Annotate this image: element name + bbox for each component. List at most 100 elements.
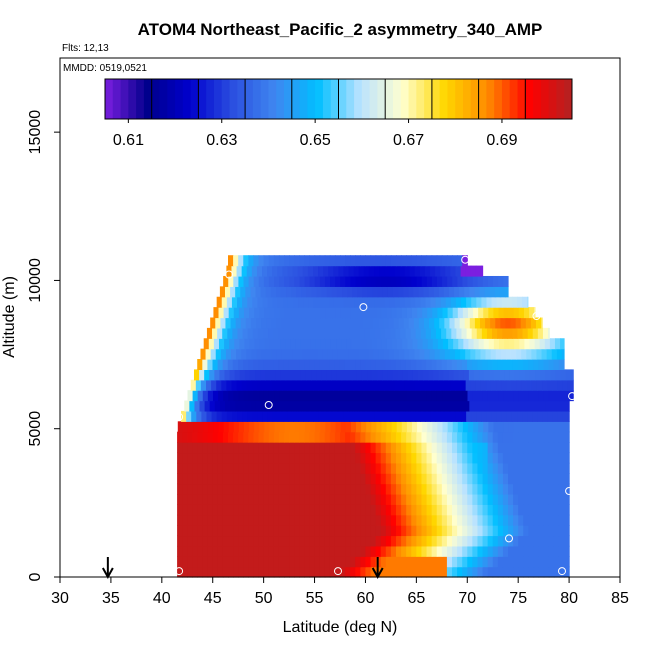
heatmap-cell bbox=[350, 275, 357, 287]
heatmap-cell bbox=[303, 410, 309, 422]
heatmap-cell bbox=[444, 348, 451, 360]
heatmap-cell bbox=[478, 338, 485, 350]
heatmap-cell bbox=[431, 275, 438, 287]
heatmap-cell bbox=[309, 255, 316, 267]
heatmap-cell bbox=[446, 462, 453, 474]
heatmap-cell bbox=[482, 452, 489, 464]
heatmap-cell bbox=[289, 442, 295, 454]
colorbar-swatch bbox=[556, 79, 565, 119]
heatmap-cell bbox=[349, 296, 355, 308]
heatmap-cell bbox=[461, 359, 468, 370]
heatmap-cell bbox=[423, 400, 430, 412]
heatmap-cell bbox=[489, 400, 496, 412]
heatmap-cell bbox=[511, 379, 518, 391]
heatmap-cell bbox=[356, 338, 363, 350]
heatmap-cell bbox=[268, 504, 275, 516]
heatmap-cell bbox=[426, 473, 433, 485]
heatmap-cell bbox=[243, 431, 249, 443]
heatmap-cell bbox=[233, 545, 239, 557]
heatmap-cell bbox=[374, 410, 381, 422]
heatmap-cell bbox=[396, 566, 402, 578]
heatmap-cell bbox=[187, 452, 193, 464]
heatmap-cell bbox=[326, 400, 333, 412]
heatmap-cell bbox=[240, 286, 246, 298]
heatmap-cell bbox=[384, 379, 390, 391]
heatmap-cell bbox=[312, 348, 319, 360]
heatmap-cell bbox=[492, 556, 499, 568]
heatmap-cell bbox=[319, 493, 326, 505]
heatmap-cell bbox=[548, 504, 555, 516]
colorbar-swatch bbox=[338, 79, 347, 119]
heatmap-cell bbox=[538, 556, 545, 568]
heatmap-cell bbox=[385, 473, 392, 485]
heatmap-cell bbox=[416, 525, 423, 537]
heatmap-cell bbox=[314, 504, 321, 516]
heatmap-cell bbox=[457, 473, 463, 485]
heatmap-cell bbox=[347, 286, 353, 298]
heatmap-cell bbox=[492, 483, 499, 495]
heatmap-cell bbox=[359, 327, 366, 339]
heatmap-cell bbox=[548, 525, 555, 537]
heatmap-cell bbox=[216, 379, 222, 391]
heatmap-cell bbox=[235, 286, 241, 298]
heatmap-cell bbox=[361, 338, 368, 350]
heatmap-cell bbox=[406, 255, 412, 267]
heatmap-cell bbox=[416, 504, 423, 516]
heatmap-cell bbox=[510, 400, 516, 412]
heatmap-cell bbox=[558, 556, 565, 568]
heatmap-cell bbox=[314, 545, 321, 557]
heatmap-cell bbox=[231, 379, 238, 391]
heatmap-cell bbox=[217, 431, 224, 443]
heatmap-cell bbox=[502, 359, 509, 370]
heatmap-cell bbox=[294, 255, 300, 267]
heatmap-cell bbox=[380, 442, 387, 454]
heatmap-cell bbox=[328, 410, 335, 422]
heatmap-cell bbox=[238, 514, 244, 526]
heatmap-cell bbox=[487, 473, 494, 485]
heatmap-cell bbox=[373, 348, 380, 360]
heatmap-cell bbox=[462, 255, 468, 267]
heatmap-cell bbox=[536, 348, 543, 360]
heatmap-cell bbox=[299, 390, 306, 402]
heatmap-cell bbox=[273, 431, 280, 443]
colorbar-swatch bbox=[112, 79, 122, 119]
heatmap-cell bbox=[502, 431, 509, 443]
heatmap-cell bbox=[462, 514, 468, 526]
heatmap-cell bbox=[247, 410, 253, 422]
heatmap-cell bbox=[374, 327, 381, 339]
heatmap-cell bbox=[396, 514, 402, 526]
heatmap-cell bbox=[513, 421, 520, 433]
heatmap-cell bbox=[442, 307, 449, 319]
heatmap-cell bbox=[299, 556, 305, 568]
heatmap-cell bbox=[467, 514, 473, 526]
heatmap-cell bbox=[349, 359, 356, 370]
heatmap-cell bbox=[197, 390, 204, 402]
heatmap-cell bbox=[467, 442, 473, 454]
heatmap-cell bbox=[182, 566, 188, 578]
heatmap-cell bbox=[355, 525, 361, 537]
heatmap-cell bbox=[273, 545, 280, 557]
heatmap-cell bbox=[452, 452, 458, 464]
heatmap-cell bbox=[536, 379, 543, 391]
heatmap-cell bbox=[514, 338, 520, 350]
heatmap-cell bbox=[436, 473, 443, 485]
heatmap-cell bbox=[362, 286, 369, 298]
heatmap-cell bbox=[213, 307, 220, 319]
heatmap-cell bbox=[380, 493, 387, 505]
y-tick-label: 15000 bbox=[27, 110, 44, 155]
heatmap-cell bbox=[410, 296, 416, 308]
heatmap-cell bbox=[268, 431, 275, 443]
heatmap-cell bbox=[487, 390, 494, 402]
heatmap-cell bbox=[355, 255, 361, 267]
heatmap-cell bbox=[562, 379, 569, 391]
heatmap-cell bbox=[553, 566, 560, 578]
heatmap-cell bbox=[390, 255, 397, 267]
heatmap-cell bbox=[492, 452, 499, 464]
heatmap-cell bbox=[555, 400, 562, 412]
heatmap-cell bbox=[294, 421, 301, 433]
heatmap-cell bbox=[379, 379, 385, 391]
heatmap-cell bbox=[446, 556, 453, 568]
heatmap-cell bbox=[520, 400, 526, 412]
heatmap-cell bbox=[459, 400, 465, 412]
heatmap-cell bbox=[370, 483, 377, 495]
